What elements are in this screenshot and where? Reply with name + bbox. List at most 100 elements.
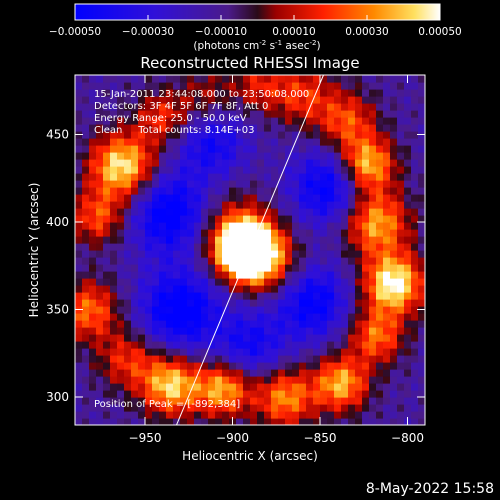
heatmap-cell xyxy=(306,152,314,160)
heatmap-cell xyxy=(124,306,132,314)
heatmap-cell xyxy=(166,82,174,90)
heatmap-cell xyxy=(369,292,377,300)
heatmap-cell xyxy=(222,292,230,300)
heatmap-cell xyxy=(208,285,216,293)
heatmap-cell xyxy=(404,250,412,258)
heatmap-cell xyxy=(341,362,349,370)
heatmap-cell xyxy=(285,369,293,377)
heatmap-cell xyxy=(187,124,195,132)
heatmap-cell xyxy=(320,306,328,314)
heatmap-cell xyxy=(327,348,335,356)
heatmap-cell xyxy=(404,124,412,132)
heatmap-cell xyxy=(82,75,90,83)
heatmap-cell xyxy=(145,334,153,342)
heatmap-cell xyxy=(222,313,230,321)
heatmap-cell xyxy=(341,334,349,342)
heatmap-cell xyxy=(320,194,328,202)
heatmap-cell xyxy=(285,138,293,146)
heatmap-cell xyxy=(82,215,90,223)
heatmap-cell xyxy=(236,194,244,202)
heatmap-cell xyxy=(376,271,384,279)
heatmap-cell xyxy=(348,411,356,419)
heatmap-cell xyxy=(313,299,321,307)
heatmap-cell xyxy=(187,383,195,391)
heatmap-cell xyxy=(243,306,251,314)
heatmap-cell xyxy=(201,404,209,412)
heatmap-cell xyxy=(264,173,272,181)
heatmap-cell xyxy=(89,110,97,118)
heatmap-cell xyxy=(327,390,335,398)
heatmap-cell xyxy=(131,117,139,125)
heatmap-cell xyxy=(376,236,384,244)
heatmap-cell xyxy=(138,82,146,90)
heatmap-cell xyxy=(306,299,314,307)
heatmap-cell xyxy=(138,201,146,209)
heatmap-cell xyxy=(320,152,328,160)
heatmap-cell xyxy=(236,411,244,419)
heatmap-cell xyxy=(159,145,167,153)
heatmap-cell xyxy=(243,383,251,391)
heatmap-cell xyxy=(96,313,104,321)
heatmap-cell xyxy=(376,313,384,321)
heatmap-cell xyxy=(341,278,349,286)
heatmap-cell xyxy=(257,173,265,181)
heatmap-cell xyxy=(376,278,384,286)
heatmap-cell xyxy=(89,306,97,314)
heatmap-cell xyxy=(355,110,363,118)
heatmap-cell xyxy=(159,264,167,272)
heatmap-cell xyxy=(264,124,272,132)
heatmap-cell xyxy=(131,313,139,321)
heatmap-cell xyxy=(236,124,244,132)
heatmap-cell xyxy=(404,271,412,279)
heatmap-cell xyxy=(173,229,181,237)
y-tick-label: 350 xyxy=(46,303,69,317)
heatmap-cell xyxy=(201,208,209,216)
heatmap-cell xyxy=(96,201,104,209)
heatmap-cell xyxy=(145,173,153,181)
colorbar-tick-label: −0.00030 xyxy=(122,26,174,38)
heatmap-cell xyxy=(250,341,258,349)
heatmap-cell xyxy=(173,285,181,293)
heatmap-cell xyxy=(138,292,146,300)
heatmap-cell xyxy=(166,124,174,132)
heatmap-cell xyxy=(243,131,251,139)
heatmap-cell xyxy=(292,194,300,202)
heatmap-cell xyxy=(411,243,419,251)
heatmap-cell xyxy=(383,152,391,160)
heatmap-cell xyxy=(264,334,272,342)
heatmap-cell xyxy=(369,397,377,405)
heatmap-cell xyxy=(187,292,195,300)
heatmap-cell xyxy=(390,404,398,412)
heatmap-cell xyxy=(341,299,349,307)
heatmap-cell xyxy=(397,411,405,419)
heatmap-cell xyxy=(82,96,90,104)
heatmap-cell xyxy=(390,236,398,244)
heatmap-cell xyxy=(145,369,153,377)
heatmap-cell xyxy=(383,138,391,146)
heatmap-cell xyxy=(208,131,216,139)
heatmap-cell xyxy=(264,117,272,125)
heatmap-cell xyxy=(194,313,202,321)
heatmap-cell xyxy=(215,124,223,132)
heatmap-cell xyxy=(278,250,286,258)
heatmap-cell xyxy=(215,243,223,251)
heatmap-cell xyxy=(264,292,272,300)
heatmap-cell xyxy=(348,383,356,391)
heatmap-cell xyxy=(250,222,258,230)
heatmap-cell xyxy=(75,341,83,349)
heatmap-cell xyxy=(320,334,328,342)
heatmap-cell xyxy=(418,285,425,293)
heatmap-cell xyxy=(96,376,104,384)
heatmap-cell xyxy=(292,348,300,356)
heatmap-cell xyxy=(299,145,307,153)
heatmap-cell xyxy=(159,292,167,300)
heatmap-cell xyxy=(229,411,237,419)
annotation-counts: Clean Total counts: 8.14E+03 xyxy=(94,125,254,136)
heatmap-cell xyxy=(145,250,153,258)
heatmap-cell xyxy=(89,404,97,412)
heatmap-cell xyxy=(180,110,188,118)
heatmap-cell xyxy=(320,369,328,377)
annotation-energy: Energy Range: 25.0 - 50.0 keV xyxy=(94,113,247,124)
heatmap-cell xyxy=(117,243,125,251)
heatmap-cell xyxy=(201,397,209,405)
